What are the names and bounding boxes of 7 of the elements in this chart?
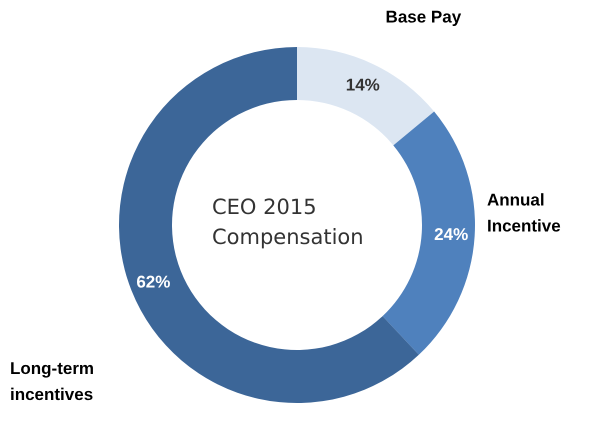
slice-label: Annual Incentive <box>487 190 561 236</box>
text: CEO 2015 Compensation <box>212 195 364 249</box>
slice-label: Long-term incentives <box>10 359 99 404</box>
data-label: 62% <box>136 272 170 292</box>
data-label: 14% <box>346 76 380 95</box>
slice-label: Base Pay <box>386 7 462 26</box>
data-label: 24% <box>434 225 468 244</box>
